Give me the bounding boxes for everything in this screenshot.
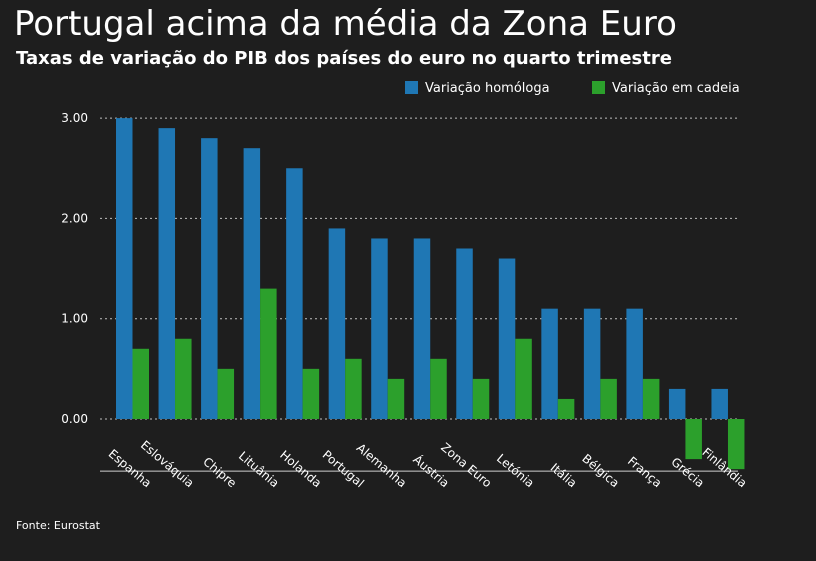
bar-homologa (541, 308, 558, 419)
bar-homologa (413, 238, 431, 419)
bar-cadeia (175, 338, 192, 419)
source-note: Fonte: Eurostat (16, 519, 100, 532)
x-category-label: Lituânia (236, 449, 282, 491)
chart-title: Portugal acima da média da Zona Euro (14, 4, 677, 44)
bar-cadeia (387, 378, 405, 419)
bar-homologa (711, 388, 728, 419)
bar-homologa (158, 128, 176, 419)
bar-homologa (626, 308, 643, 419)
legend-swatch (405, 81, 418, 94)
bar-cadeia (642, 378, 660, 419)
y-tick-label: 3.00 (61, 111, 88, 125)
bar-cadeia (302, 368, 320, 419)
bar-homologa (328, 228, 346, 419)
bar-homologa (668, 388, 686, 419)
bar-homologa (286, 168, 303, 419)
bar-cadeia (557, 398, 575, 419)
x-category-label: Holanda (277, 448, 324, 491)
bar-cadeia (430, 358, 447, 419)
bar-cadeia (132, 348, 149, 419)
bar-cadeia (472, 378, 490, 419)
bar-homologa (371, 238, 388, 419)
bar-cadeia (600, 378, 617, 419)
bar-homologa (243, 148, 261, 419)
bar-homologa (583, 308, 601, 419)
x-category-label: Chipre (200, 455, 239, 491)
legend-swatch (592, 81, 605, 94)
bar-cadeia (685, 419, 702, 460)
bar-homologa (116, 118, 133, 419)
bar-homologa (456, 248, 473, 419)
bar-homologa (201, 138, 218, 419)
x-category-label: França (625, 454, 665, 490)
y-tick-label: 0.00 (61, 412, 88, 426)
bar-cadeia (515, 338, 532, 419)
y-tick-label: 2.00 (61, 211, 88, 225)
bar-cadeia (345, 358, 362, 419)
x-category-label: Grécia (668, 455, 707, 491)
chart-subtitle: Taxas de variação do PIB dos países do e… (16, 48, 672, 69)
y-tick-label: 1.00 (61, 312, 88, 326)
x-category-label: Itália (548, 461, 580, 491)
bar-cadeia (727, 419, 745, 470)
bar-cadeia (217, 368, 235, 419)
bar-cadeia (260, 288, 277, 419)
legend-label: Variação homóloga (425, 81, 550, 96)
legend-label: Variação em cadeia (612, 81, 740, 96)
bar-homologa (498, 258, 516, 419)
